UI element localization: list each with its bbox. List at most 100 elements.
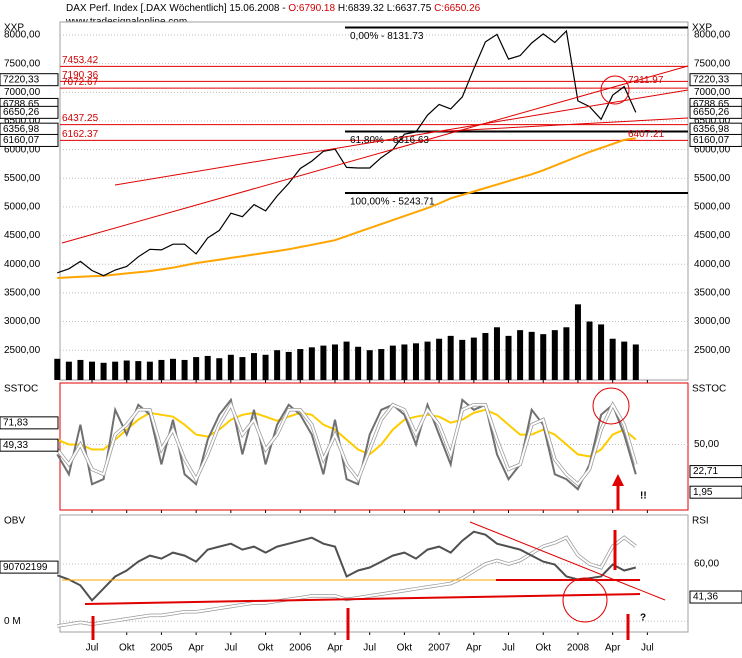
volume-bar xyxy=(505,335,512,380)
level-label: 7072.67 xyxy=(62,77,99,88)
open: O:6790.18 xyxy=(288,3,335,14)
volume-bar xyxy=(274,350,281,380)
value-box-label: 6160,07 xyxy=(3,135,40,146)
low: L:6637.75 xyxy=(387,3,432,14)
volume-bar xyxy=(146,361,153,380)
y-tick-label: 50,00 xyxy=(694,439,719,450)
x-tick-label: Apr xyxy=(188,643,204,654)
value-box-label: 6788,65 xyxy=(3,99,40,110)
volume-bar xyxy=(239,357,246,380)
axis-label: XXP xyxy=(692,23,712,34)
volume-bar xyxy=(551,330,558,380)
volume-bar xyxy=(528,331,535,380)
volume-bar xyxy=(517,330,524,380)
trend-line xyxy=(429,117,689,133)
volume-bar xyxy=(459,339,466,380)
plot: XXP XXP 2500,00 2500,00 3000,00 3000,00 3500,0… xyxy=(0,21,742,654)
value-box xyxy=(689,590,742,604)
volume-bar xyxy=(112,361,119,380)
annotation: ? xyxy=(640,613,646,624)
volume-bar xyxy=(331,344,338,380)
value-box-label: 7220,33 xyxy=(693,74,730,85)
value-box-label: 41,36 xyxy=(693,592,718,603)
volume-bar xyxy=(343,341,350,380)
series-line xyxy=(56,408,637,458)
circle xyxy=(592,387,630,425)
value-box-label: 90702199 xyxy=(3,562,48,573)
value-box-label: 6356,98 xyxy=(693,124,730,135)
x-tick-label: Jul xyxy=(224,643,237,654)
volume-bar xyxy=(308,347,315,380)
volume-bar xyxy=(574,304,581,380)
y-tick-label: 6500,00 xyxy=(694,116,731,127)
value-box-label: 6160,07 xyxy=(693,135,730,146)
volume-bar xyxy=(586,321,593,380)
volume-bar xyxy=(135,361,142,380)
volume-bar xyxy=(181,359,188,380)
volume-bar xyxy=(65,361,72,380)
y-tick-label: 7500,00 xyxy=(4,58,41,69)
volume-bar xyxy=(285,351,292,380)
value-box xyxy=(0,133,59,147)
y-tick-label: 60,00 xyxy=(694,559,719,570)
arrow-head xyxy=(612,474,624,486)
y-tick-label: 5500,00 xyxy=(694,173,731,184)
axis-label: OBV xyxy=(4,516,25,527)
x-tick-label: 2007 xyxy=(428,643,451,654)
value-box xyxy=(689,133,742,147)
volume-bar xyxy=(100,362,107,380)
volume-bar xyxy=(216,358,223,380)
x-tick-label: Apr xyxy=(327,643,343,654)
value-box-label: 6650,26 xyxy=(693,107,730,118)
y-tick-label: 7500,00 xyxy=(694,58,731,69)
series-line xyxy=(57,137,636,279)
axis-label: SSTOC xyxy=(692,384,726,395)
y-tick-label: 5500,00 xyxy=(4,173,41,184)
volume-bar xyxy=(123,360,130,380)
series-line xyxy=(56,402,637,486)
series-line xyxy=(57,29,637,277)
y-tick-label: 4500,00 xyxy=(694,230,731,241)
volume-bar xyxy=(470,337,477,380)
callout: 7211.97 xyxy=(628,75,664,86)
level-label: 7453.42 xyxy=(62,55,99,66)
volume-bar xyxy=(424,341,431,380)
volume-bar xyxy=(378,349,385,380)
y-tick-label: 7000,00 xyxy=(694,87,731,98)
x-tick-label: Jul xyxy=(641,643,654,654)
x-tick-label: Apr xyxy=(605,643,621,654)
y-tick-label: 3500,00 xyxy=(694,288,731,299)
title: DAX Perf. Index [.DAX Wöchentlich] 15.06… xyxy=(66,3,286,14)
trend-line xyxy=(469,521,666,601)
value-box-label: 22,71 xyxy=(693,466,718,477)
volume-bar xyxy=(366,350,373,380)
y-tick-label: 4000,00 xyxy=(694,259,731,270)
level-label: 6437.25 xyxy=(62,113,99,124)
volume-bar xyxy=(355,346,362,380)
volume-bar xyxy=(227,354,234,380)
y-tick-label: 5000,00 xyxy=(4,202,41,213)
value-box xyxy=(0,416,59,430)
level-label: 7190.36 xyxy=(62,70,99,81)
fib-label: 0,00% - 8131.73 xyxy=(350,31,424,42)
value-box xyxy=(0,105,59,119)
value-box xyxy=(0,73,59,87)
volume-bar xyxy=(447,335,454,380)
volume-bar xyxy=(598,324,605,380)
decor xyxy=(61,65,689,640)
level-label: 6162.37 xyxy=(62,129,99,140)
y-tick-label: 3000,00 xyxy=(694,316,731,327)
y-tick-label: 6000,00 xyxy=(694,144,731,155)
y-tick-label: 6500,00 xyxy=(4,116,41,127)
volume-bar xyxy=(250,353,257,380)
callout: 6407.21 xyxy=(628,129,665,140)
x-tick-label: Jul xyxy=(502,643,515,654)
axis-label: XXP xyxy=(4,23,24,34)
x-tick-label: Okt xyxy=(397,643,413,654)
x-tick-label: Okt xyxy=(119,643,135,654)
volume-bar xyxy=(540,334,547,380)
y-tick-label: 4500,00 xyxy=(4,230,41,241)
volume-bar xyxy=(158,359,165,380)
trend-line xyxy=(61,65,689,244)
